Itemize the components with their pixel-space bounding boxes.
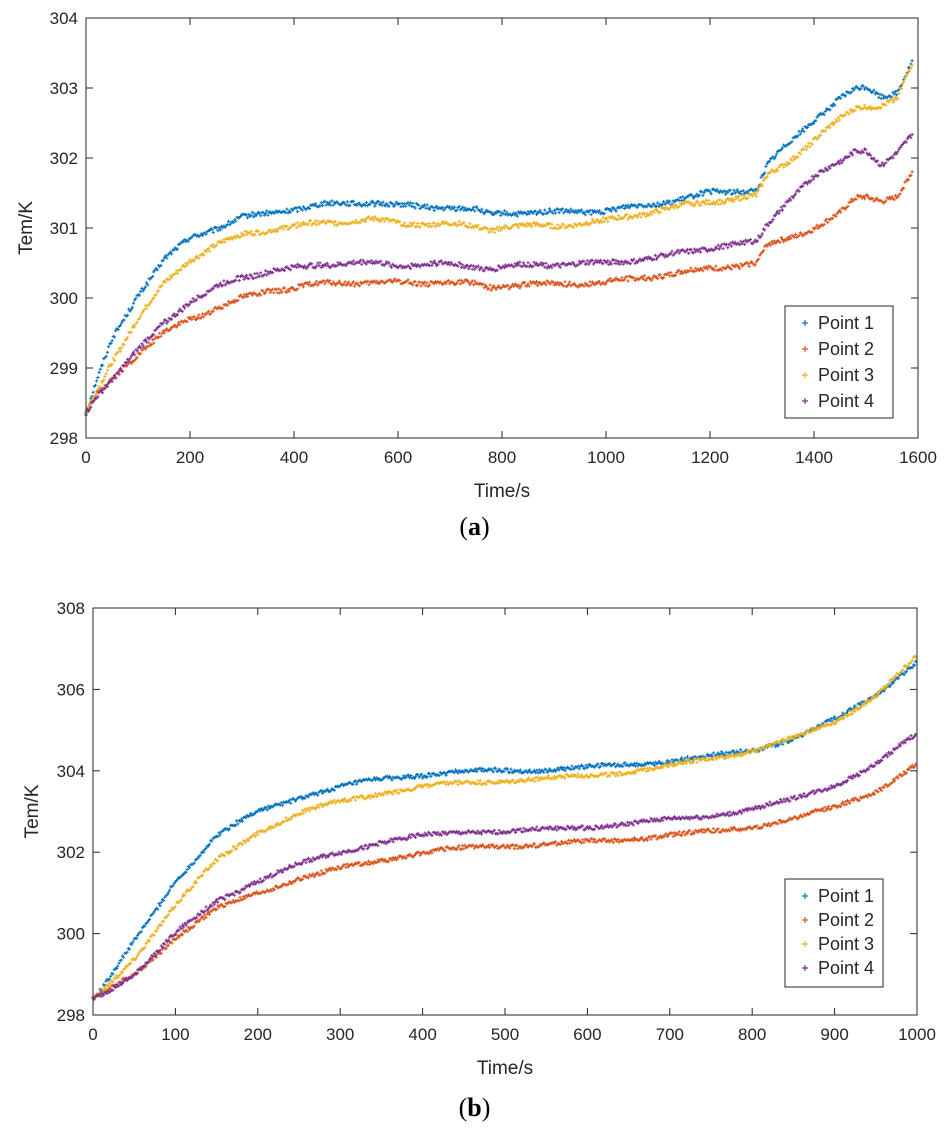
caption-b-open: ( [458,1093,468,1122]
chart-a: 0 200 400 600 800 1000 1200 1400 1600 298 299 300 30… [16,9,937,502]
x-tick-label: 400 [280,448,308,467]
legend-marker-4 [802,398,808,404]
x-axis-title: Time/s [474,481,530,502]
y-tick-label: 299 [50,359,78,378]
legend-box [784,878,884,988]
legend-marker-2 [802,917,808,923]
caption-a-letter: a [468,512,481,541]
y-axis-title: Tem/K [16,201,37,255]
caption-a-open: ( [459,512,468,541]
legend: Point 1 Point 2 Point 3 Point 4 [784,305,894,419]
x-tick-label: 700 [656,1025,684,1044]
legend-marker-1 [802,320,808,326]
legend-label-4: Point 4 [818,391,874,411]
legend-label-3: Point 3 [818,365,874,385]
legend-marker-3 [802,372,808,378]
x-tick-label: 300 [326,1025,354,1044]
x-tick-label: 100 [161,1025,189,1044]
y-tick-label: 308 [57,599,85,618]
caption-b-close: ) [481,1093,491,1122]
caption-b: (b) [0,1093,949,1123]
x-tick-label: 1400 [795,448,833,467]
legend-marker-4 [802,965,808,971]
chart-b: 0 100 200 300 400 500 600 700 800 900 1000 298 300 30… [22,599,936,1079]
x-tick-label: 400 [408,1025,436,1044]
x-tick-label: 200 [244,1025,272,1044]
y-tick-label: 300 [50,289,78,308]
y-tick-label: 306 [57,680,85,699]
legend-label-1: Point 1 [818,886,874,906]
legend-label-2: Point 2 [818,910,874,930]
x-tick-label: 1200 [691,448,729,467]
y-tick-label: 304 [57,762,85,781]
y-tick-label: 304 [50,9,78,28]
legend-label-3: Point 3 [818,934,874,954]
legend-marker-1 [802,893,808,899]
x-tick-label: 900 [820,1025,848,1044]
y-tick-label: 298 [50,429,78,448]
x-tick-label: 800 [738,1025,766,1044]
x-tick-label: 600 [573,1025,601,1044]
caption-a-close: ) [481,512,490,541]
x-tick-label: 0 [81,448,90,467]
legend: Point 1 Point 2 Point 3 Point 4 [784,878,884,988]
legend-label-4: Point 4 [818,958,874,978]
y-tick-label: 300 [57,925,85,944]
x-tick-label: 1600 [899,448,937,467]
y-tick-label: 302 [50,149,78,168]
x-tick-label: 200 [176,448,204,467]
x-tick-label: 1000 [898,1025,936,1044]
legend-label-1: Point 1 [818,313,874,333]
caption-b-letter: b [467,1093,482,1122]
legend-marker-3 [802,941,808,947]
legend-marker-2 [802,346,808,352]
legend-label-2: Point 2 [818,339,874,359]
x-tick-label: 500 [491,1025,519,1044]
y-tick-label: 301 [50,219,78,238]
x-tick-label: 800 [488,448,516,467]
x-tick-label: 0 [88,1025,97,1044]
y-tick-label: 303 [50,79,78,98]
x-axis-title: Time/s [477,1058,533,1079]
x-tick-label: 1000 [587,448,625,467]
legend-box [784,305,894,419]
y-axis-title: Tem/K [22,784,43,838]
y-tick-label: 298 [57,1006,85,1025]
x-tick-label: 600 [384,448,412,467]
y-tick-label: 302 [57,843,85,862]
caption-a: (a) [0,512,949,542]
